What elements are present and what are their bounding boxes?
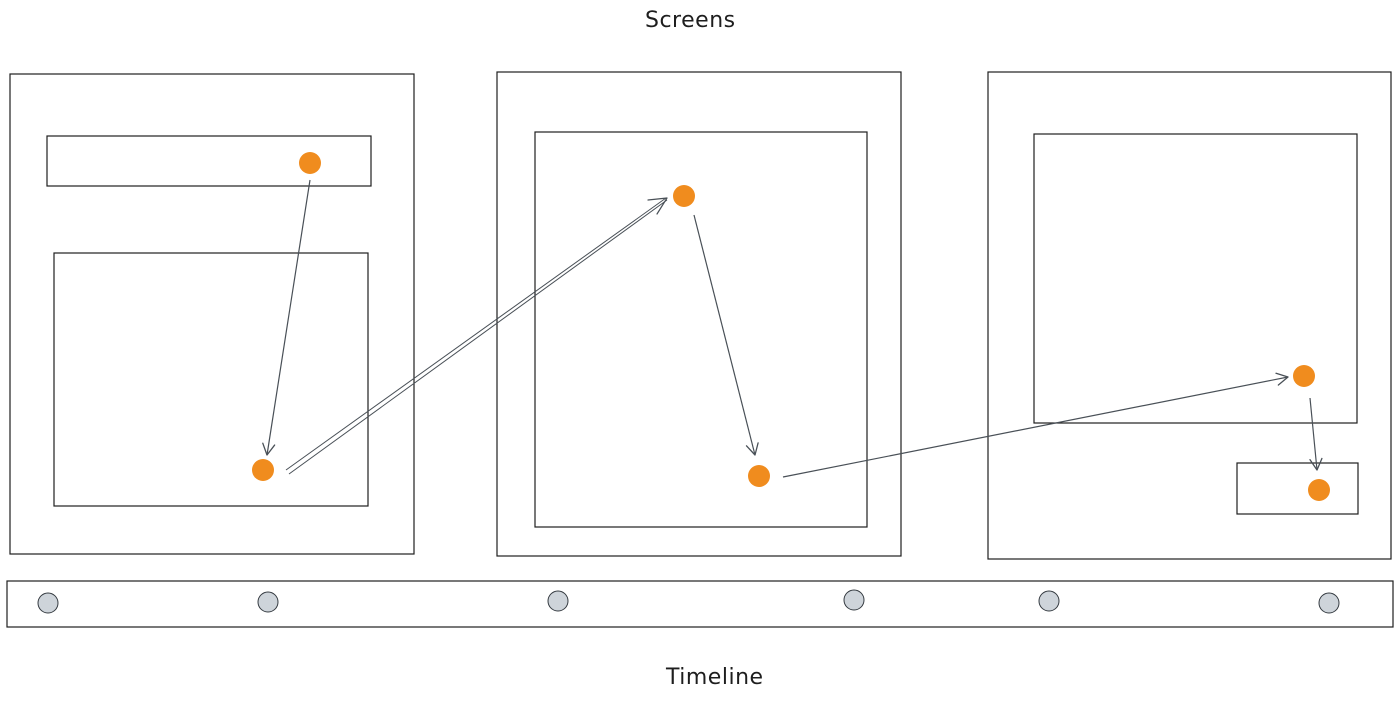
screen-2 <box>496 71 902 557</box>
flow-arrow-4 <box>782 372 1289 478</box>
interaction-dot-2 <box>252 459 274 481</box>
flow-arrow-3 <box>693 214 759 456</box>
flow-arrow-1 <box>262 179 311 456</box>
timeline-marker-3 <box>547 590 569 612</box>
flow-arrow-2 <box>285 197 668 475</box>
screen-3-content-box <box>1033 133 1358 424</box>
timeline-title: Timeline <box>666 665 764 690</box>
screen-2-frame <box>496 71 902 557</box>
flow-arrow-5 <box>1309 397 1323 471</box>
screen-1-header-bar <box>46 135 372 187</box>
timeline <box>6 580 1394 628</box>
timeline-marker-6 <box>1318 592 1340 614</box>
interaction-points <box>252 152 1330 501</box>
interaction-dot-4 <box>748 465 770 487</box>
screen-3-frame <box>987 71 1392 560</box>
flow-arrow-2-head <box>647 197 668 215</box>
screen-1-frame <box>9 73 415 555</box>
screen-1 <box>9 73 415 555</box>
screen-2-content-box <box>534 131 868 528</box>
timeline-marker-1 <box>37 592 59 614</box>
interaction-dot-3 <box>673 185 695 207</box>
interaction-dot-5 <box>1293 365 1315 387</box>
interaction-dot-1 <box>299 152 321 174</box>
timeline-marker-5 <box>1038 590 1060 612</box>
screen-3 <box>987 71 1392 560</box>
screen-1-content-box <box>53 252 369 507</box>
flow-arrows <box>262 179 1323 478</box>
timeline-bar <box>6 580 1394 628</box>
screen-3-footer-box <box>1236 462 1359 515</box>
timeline-marker-2 <box>257 591 279 613</box>
screens-title: Screens <box>645 8 736 33</box>
timeline-marker-4 <box>843 589 865 611</box>
interaction-dot-6 <box>1308 479 1330 501</box>
